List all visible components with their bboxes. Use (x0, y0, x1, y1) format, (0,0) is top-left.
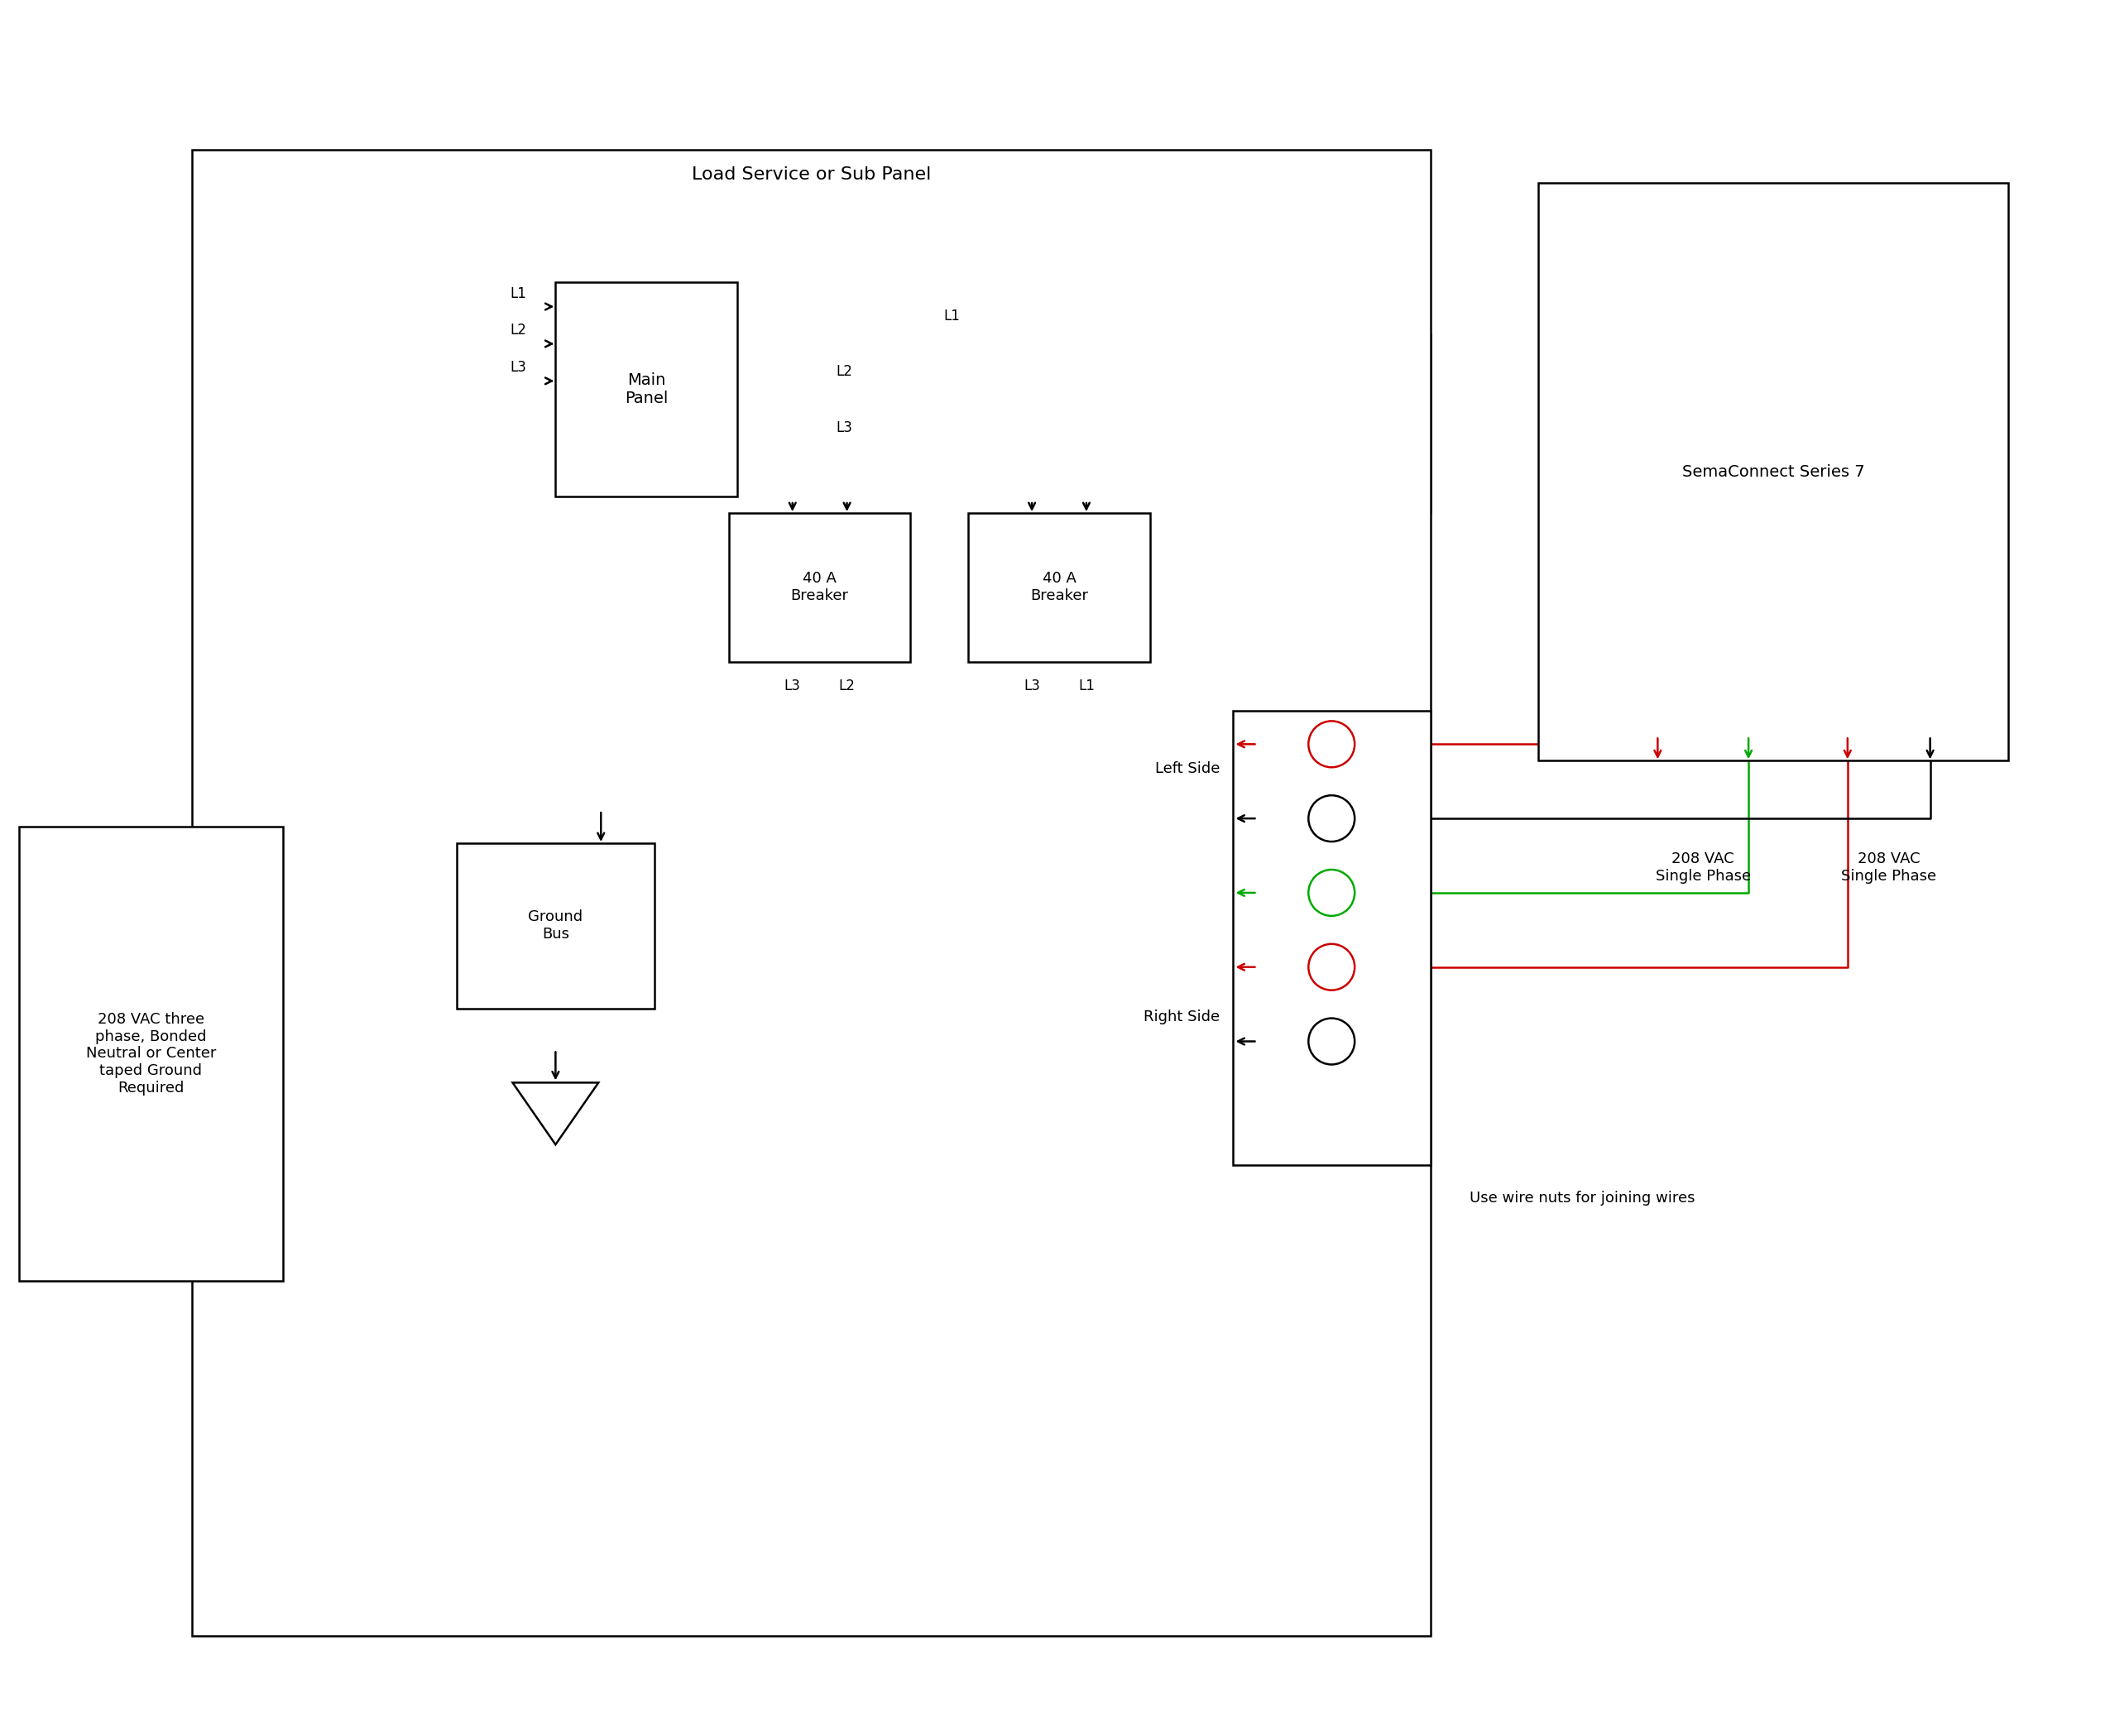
Text: L3: L3 (785, 679, 800, 693)
Text: L3: L3 (836, 420, 852, 436)
Text: 208 VAC
Single Phase: 208 VAC Single Phase (1842, 851, 1937, 884)
Text: Main
Panel: Main Panel (625, 372, 669, 406)
Text: L1: L1 (1078, 679, 1095, 693)
Text: L1: L1 (511, 286, 528, 300)
Circle shape (1308, 1019, 1355, 1064)
Text: L2: L2 (840, 679, 855, 693)
Bar (1232, 712, 1431, 1165)
Bar (19, 826, 283, 1281)
Text: 40 A
Breaker: 40 A Breaker (791, 571, 848, 604)
Text: Use wire nuts for joining wires: Use wire nuts for joining wires (1469, 1191, 1694, 1207)
Text: L2: L2 (836, 365, 852, 378)
Text: 208 VAC
Single Phase: 208 VAC Single Phase (1656, 851, 1751, 884)
Circle shape (1308, 944, 1355, 990)
Bar (555, 281, 736, 496)
Text: 40 A
Breaker: 40 A Breaker (1030, 571, 1089, 604)
Bar (1538, 182, 2009, 760)
Text: L3: L3 (511, 361, 528, 375)
Text: L3: L3 (1023, 679, 1040, 693)
Text: Ground
Bus: Ground Bus (528, 910, 582, 943)
Text: Left Side: Left Side (1156, 762, 1220, 776)
Text: L1: L1 (943, 309, 960, 323)
Polygon shape (513, 1083, 599, 1144)
Text: L2: L2 (511, 323, 528, 339)
Bar (968, 514, 1150, 661)
Bar (456, 844, 654, 1009)
Circle shape (1308, 720, 1355, 767)
Text: 208 VAC three
phase, Bonded
Neutral or Center
taped Ground
Required: 208 VAC three phase, Bonded Neutral or C… (87, 1012, 215, 1095)
Text: Right Side: Right Side (1144, 1009, 1220, 1024)
Text: Load Service or Sub Panel: Load Service or Sub Panel (692, 167, 931, 182)
Circle shape (1308, 795, 1355, 842)
Circle shape (1308, 870, 1355, 917)
Text: SemaConnect Series 7: SemaConnect Series 7 (1682, 464, 1865, 479)
Bar (192, 149, 1431, 1635)
Bar (728, 514, 912, 661)
